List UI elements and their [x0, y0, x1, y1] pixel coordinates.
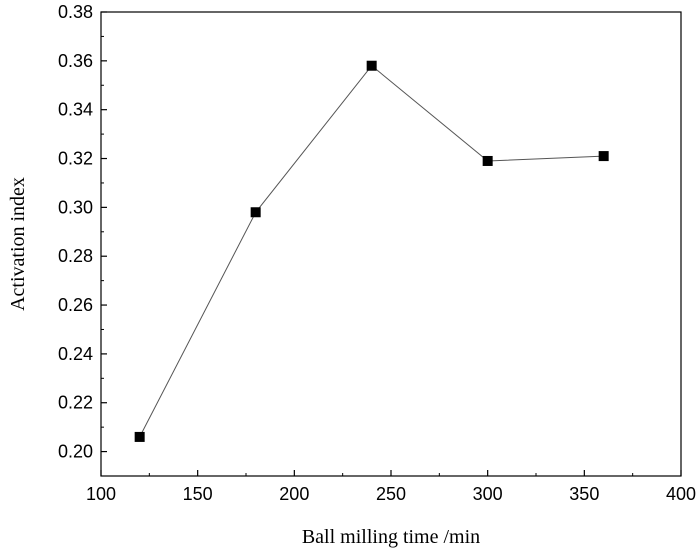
y-tick-label: 0.34: [58, 100, 93, 120]
data-point-marker: [250, 207, 261, 218]
y-tick-label: 0.22: [58, 393, 93, 413]
y-tick-label: 0.38: [58, 2, 93, 22]
x-tick-label: 300: [473, 484, 503, 504]
y-axis-ticks: 0.20 0.22 0.24 0.26 0.28 0.30 0.32 0.34 0.36 0.38: [58, 2, 107, 477]
data-point-marker: [366, 60, 377, 71]
data-point-marker: [134, 431, 145, 442]
y-tick-label: 0.28: [58, 246, 93, 266]
data-point-marker: [598, 151, 609, 162]
y-tick-label: 0.20: [58, 442, 93, 462]
y-tick-label: 0.24: [58, 344, 93, 364]
y-tick-label: 0.30: [58, 197, 93, 217]
x-tick-label: 150: [183, 484, 213, 504]
y-tick-label: 0.26: [58, 295, 93, 315]
x-tick-label: 200: [279, 484, 309, 504]
series-line: [139, 64, 604, 438]
x-axis-ticks: 100 150 200 250 300 350 400: [86, 470, 696, 504]
data-point-marker: [482, 155, 493, 166]
y-axis-label: Activation index: [7, 177, 29, 311]
x-tick-label: 100: [86, 484, 116, 504]
x-tick-label: 400: [666, 484, 696, 504]
y-tick-label: 0.36: [58, 51, 93, 71]
y-tick-label: 0.32: [58, 149, 93, 169]
x-tick-label: 250: [376, 484, 406, 504]
x-axis-label: Ball milling time /min: [302, 526, 480, 548]
series-layer: [134, 60, 609, 442]
x-tick-label: 350: [569, 484, 599, 504]
